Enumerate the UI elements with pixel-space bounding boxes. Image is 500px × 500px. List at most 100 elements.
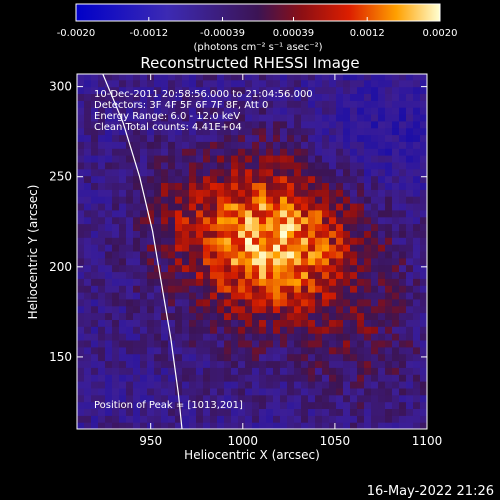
heatmap-cell: [266, 203, 274, 211]
heatmap-cell: [210, 237, 218, 245]
heatmap-cell: [217, 353, 225, 362]
heatmap-cell: [196, 107, 204, 115]
heatmap-cell: [427, 361, 435, 368]
heatmap-cell: [357, 251, 365, 259]
heatmap-cell: [175, 353, 183, 362]
heatmap-cell: [217, 401, 225, 409]
heatmap-cell: [140, 298, 148, 307]
heatmap-cell: [371, 292, 379, 300]
heatmap-cell: [210, 305, 218, 314]
heatmap-cell: [203, 216, 211, 225]
heatmap-cell: [238, 244, 246, 252]
heatmap-cell: [91, 100, 99, 108]
heatmap-cell: [196, 127, 204, 136]
heatmap-cell: [119, 298, 127, 307]
heatmap-cell: [196, 387, 204, 396]
heatmap-cell: [343, 367, 351, 375]
heatmap-cell: [196, 86, 204, 94]
heatmap-cell: [175, 223, 183, 231]
heatmap-cell: [364, 312, 372, 320]
heatmap-cell: [91, 74, 99, 81]
heatmap-cell: [231, 408, 239, 416]
heatmap-cell: [399, 114, 407, 122]
heatmap-cell: [91, 292, 99, 300]
heatmap-cell: [133, 353, 141, 362]
heatmap-cell: [350, 251, 358, 259]
heatmap-cell: [315, 305, 323, 314]
heatmap-cell: [287, 387, 295, 396]
heatmap-cell: [343, 422, 351, 429]
heatmap-cell: [189, 387, 197, 396]
heatmap-cell: [140, 387, 148, 396]
heatmap-cell: [294, 401, 302, 409]
heatmap-cell: [245, 319, 253, 327]
heatmap-cell: [238, 175, 246, 183]
heatmap-cell: [84, 374, 92, 382]
heatmap-cell: [420, 305, 427, 314]
heatmap-cell: [273, 305, 281, 314]
heatmap-cell: [231, 93, 239, 101]
heatmap-cell: [364, 381, 372, 389]
y-tick-label: 150: [49, 350, 72, 364]
heatmap-cell: [336, 79, 344, 88]
heatmap-cell: [308, 278, 316, 286]
heatmap-cell: [413, 298, 421, 307]
heatmap-cell: [154, 79, 162, 88]
heatmap-cell: [392, 223, 400, 231]
heatmap-cell: [266, 100, 274, 108]
heatmap-cell: [371, 148, 379, 156]
heatmap-cell: [133, 175, 141, 183]
heatmap-cell: [119, 244, 127, 252]
heatmap-cell: [196, 100, 204, 108]
heatmap-cell: [350, 223, 358, 231]
heatmap-cell: [343, 203, 351, 211]
heatmap-cell: [371, 223, 379, 231]
heatmap-cell: [343, 271, 351, 279]
heatmap-cell: [196, 292, 204, 300]
heatmap-cell: [182, 257, 190, 266]
heatmap-cell: [147, 189, 155, 197]
heatmap-cell: [98, 312, 106, 320]
heatmap-cell: [266, 79, 274, 88]
heatmap-cell: [112, 374, 120, 382]
heatmap-cell: [329, 182, 337, 190]
heatmap-cell: [224, 387, 232, 396]
heatmap-cell: [385, 100, 393, 108]
heatmap-cell: [329, 74, 337, 81]
heatmap-cell: [98, 161, 106, 170]
heatmap-cell: [175, 161, 183, 170]
heatmap-cell: [98, 394, 106, 403]
heatmap-cell: [287, 264, 295, 273]
heatmap-cell: [294, 230, 302, 238]
heatmap-cell: [378, 340, 386, 348]
heatmap-cell: [245, 298, 253, 307]
heatmap-cell: [126, 387, 134, 396]
heatmap-cell: [329, 216, 337, 225]
heatmap-cell: [182, 107, 190, 115]
heatmap-cell: [182, 86, 190, 94]
heatmap-cell: [98, 100, 106, 108]
heatmap-cell: [273, 292, 281, 300]
heatmap-cell: [385, 230, 393, 238]
heatmap-cell: [112, 127, 120, 136]
heatmap-cell: [392, 326, 400, 334]
heatmap-cell: [336, 93, 344, 101]
heatmap-cell: [189, 93, 197, 101]
heatmap-cell: [168, 292, 176, 300]
heatmap-cell: [245, 155, 253, 163]
heatmap-cell: [308, 134, 316, 142]
heatmap-cell: [91, 264, 99, 273]
heatmap-cell: [238, 216, 246, 225]
heatmap-cell: [420, 298, 427, 307]
heatmap-cell: [112, 237, 120, 245]
heatmap-cell: [280, 79, 288, 88]
heatmap-cell: [364, 175, 372, 183]
heatmap-cell: [392, 381, 400, 389]
heatmap-cell: [336, 155, 344, 163]
heatmap-cell: [252, 257, 260, 266]
heatmap-cell: [413, 216, 421, 225]
heatmap-cell: [203, 257, 211, 266]
heatmap-cell: [301, 271, 309, 279]
heatmap-cell: [427, 395, 435, 402]
heatmap-cell: [77, 319, 85, 327]
